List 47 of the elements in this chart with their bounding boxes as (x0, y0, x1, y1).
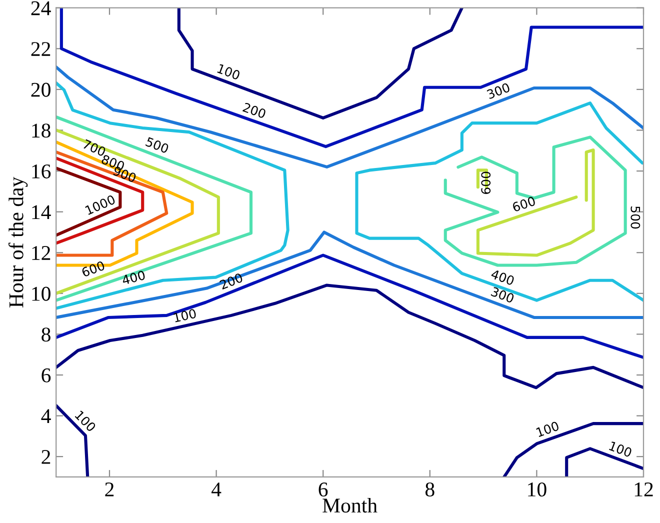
y-tick-label: 6 (42, 368, 51, 382)
text: 1000 (84, 194, 116, 216)
text: 100 (74, 410, 96, 432)
y-tick-label: 22 (31, 42, 50, 56)
text: 100 (216, 64, 241, 80)
y-tick-label: 2 (42, 450, 50, 464)
line-series (56, 128, 220, 295)
x-tick-label: 10 (528, 482, 546, 496)
line-series (56, 65, 644, 168)
line-series (177, 8, 464, 120)
y-tick-label: 12 (32, 246, 50, 260)
text: 400 (490, 269, 515, 286)
text: 100 (173, 308, 197, 323)
y-tick-label: 24 (31, 1, 51, 16)
line-series (502, 422, 644, 477)
x-tick-label: 4 (212, 482, 222, 496)
text: 100 (608, 441, 632, 458)
text: 200 (242, 102, 266, 119)
line-series (355, 102, 644, 302)
line-series (56, 156, 144, 245)
text: 600 (512, 196, 536, 212)
text: 600 (81, 260, 106, 278)
line-series (56, 81, 290, 310)
line-series (444, 136, 627, 267)
line-series (56, 254, 644, 359)
y-tick-label: 20 (31, 82, 50, 97)
text: 100 (536, 420, 560, 438)
y-tick-label: 14 (32, 205, 51, 220)
y-tick-label: 16 (32, 164, 51, 178)
text: 400 (121, 270, 146, 285)
y-tick-label: 18 (32, 124, 50, 138)
text: 600 (481, 172, 491, 194)
x-axis-title: Month (322, 498, 378, 513)
y-axis-title: Hour of the day (8, 176, 28, 308)
y-tick-label: 8 (42, 328, 50, 342)
text: 300 (486, 82, 510, 100)
text: 500 (145, 136, 170, 154)
x-tick-label: 2 (105, 482, 114, 496)
x-tick-label: 6 (318, 482, 328, 496)
text: 300 (490, 286, 515, 304)
line-series (476, 148, 595, 257)
text: 200 (219, 272, 244, 290)
text: 500 (630, 206, 640, 229)
x-tick-label: 12 (634, 482, 653, 496)
x-tick-label: 8 (425, 482, 434, 496)
y-tick-label: 4 (41, 409, 51, 424)
y-tick-label: 10 (32, 286, 50, 301)
